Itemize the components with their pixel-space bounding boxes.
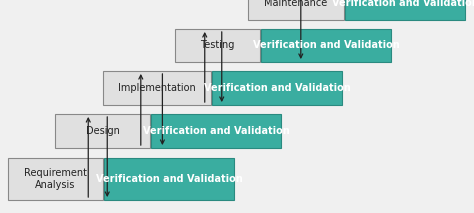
Text: Verification and Validation: Verification and Validation bbox=[204, 83, 350, 93]
Bar bbox=[103, 71, 211, 105]
Text: Design: Design bbox=[86, 126, 119, 136]
Bar bbox=[8, 158, 103, 200]
Bar bbox=[151, 114, 281, 148]
Text: Implementation: Implementation bbox=[118, 83, 196, 93]
Text: Verification and Validation: Verification and Validation bbox=[143, 126, 289, 136]
Text: Requirement
Analysis: Requirement Analysis bbox=[24, 168, 87, 190]
Text: Maintenance: Maintenance bbox=[264, 0, 328, 9]
Bar bbox=[345, 0, 465, 20]
Bar bbox=[248, 0, 344, 20]
Bar bbox=[175, 29, 260, 62]
Bar bbox=[261, 29, 391, 62]
Bar bbox=[104, 158, 234, 200]
Text: Testing: Testing bbox=[201, 40, 235, 50]
Bar bbox=[55, 114, 150, 148]
Text: Verification and Validation: Verification and Validation bbox=[332, 0, 474, 9]
Text: Verification and Validation: Verification and Validation bbox=[96, 174, 242, 184]
Bar bbox=[212, 71, 342, 105]
Text: Verification and Validation: Verification and Validation bbox=[253, 40, 400, 50]
